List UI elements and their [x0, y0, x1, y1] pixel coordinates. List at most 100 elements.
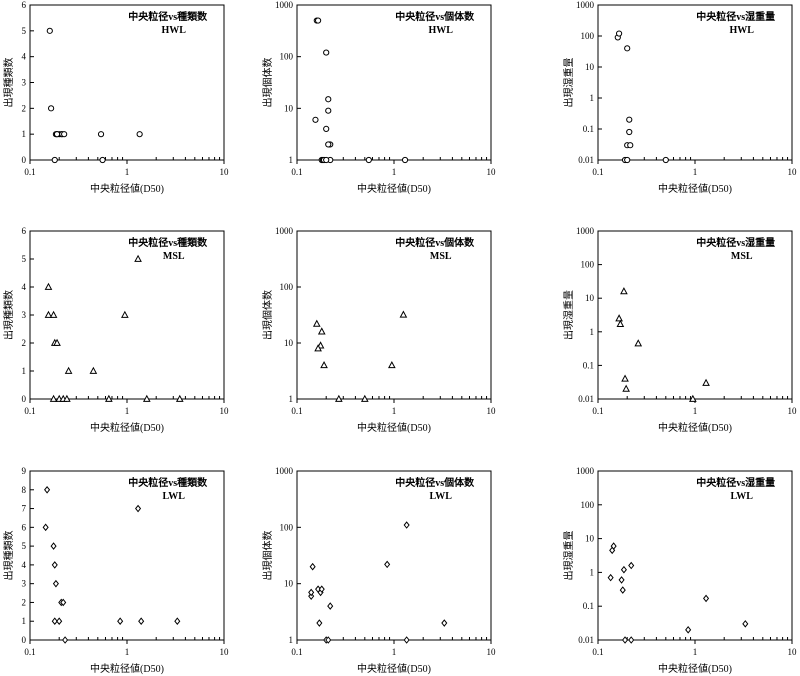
chart-5-y-tick-label: 100 — [280, 282, 294, 292]
chart-3-point — [624, 156, 631, 164]
chart-5-y-tick-label: 1 — [289, 394, 294, 404]
chart-9-y-tick-label: 10 — [585, 534, 595, 544]
chart-5-y-tick-label: 10 — [284, 338, 294, 348]
chart-9-point — [685, 626, 692, 634]
chart-5-subtitle: MSL — [430, 251, 452, 262]
chart-8-y-tick-label: 1000 — [275, 466, 294, 476]
chart-3-point — [615, 30, 623, 37]
chart-1-y-tick-label: 2 — [22, 103, 27, 113]
chart-1-point — [136, 131, 143, 138]
chart-6-point — [702, 378, 710, 386]
chart-2-point — [323, 156, 330, 164]
chart-8-point — [327, 602, 334, 610]
chart-5: 0.1 1 10 1 10 100 1000 中央粒径値(D50) 出現個体数 中央粒径vs個体数… — [261, 226, 496, 434]
chart-9-title: 中央粒径vs湿重量 — [696, 476, 775, 489]
chart-8-y-tick-label: 100 — [280, 522, 294, 532]
chart-3-point — [624, 45, 631, 52]
chart-4-y-axis-title: 出現種類数 — [2, 290, 15, 340]
chart-6-x-tick-label: 0.1 — [592, 406, 603, 416]
chart-8-point — [316, 619, 323, 627]
chart-9-point — [621, 636, 629, 644]
chart-1-y-tick-label: 5 — [22, 26, 27, 36]
chart-7-y-tick-label: 2 — [22, 597, 27, 607]
chart-8-x-tick-label: 10 — [487, 647, 497, 657]
chart-9-y-tick-label: 0.1 — [583, 601, 594, 611]
chart-9-point — [628, 561, 635, 570]
chart-7-y-axis-title: 出現種類数 — [2, 531, 15, 581]
chart-9-y-tick-label: 1 — [590, 567, 595, 577]
chart-5-x-tick-label: 0.1 — [291, 406, 302, 416]
chart-4-point — [121, 310, 129, 318]
chart-7-y-tick-label: 3 — [22, 579, 27, 589]
chart-7-y-tick-label: 1 — [22, 616, 27, 626]
chart-3-point — [662, 156, 669, 164]
chart-1-subtitle: HWL — [162, 25, 187, 36]
chart-5-point — [320, 361, 328, 369]
chart-7-x-tick-label: 1 — [125, 647, 130, 657]
chart-3-y-tick-label: 10 — [585, 62, 595, 72]
chart-9-point — [610, 542, 617, 550]
chart-9-x-tick-label: 10 — [788, 647, 798, 657]
chart-1-point — [53, 131, 61, 138]
chart-2-x-axis-title: 中央粒径値(D50) — [357, 182, 431, 195]
chart-5-title: 中央粒径vs個体数 — [395, 236, 475, 249]
chart-4-y-tick-label: 0 — [22, 394, 27, 404]
chart-9-x-axis-title: 中央粒径値(D50) — [658, 662, 732, 675]
chart-3-point — [626, 128, 633, 136]
chart-2-y-tick-label: 10 — [284, 103, 294, 113]
chart-1-y-tick-label: 3 — [22, 78, 27, 88]
chart-3-y-axis-title: 出現湿重量 — [562, 58, 575, 108]
chart-9-point — [607, 573, 614, 582]
chart-4-point — [63, 394, 71, 402]
chart-8-title: 中央粒径vs個体数 — [395, 476, 475, 489]
chart-7-point — [52, 579, 59, 588]
chart-2: 0.1 1 10 1 10 100 1000 中央粒径値(D50) 出現個体数 中央粒径vs個体数… — [261, 0, 496, 195]
chart-6-point — [621, 374, 629, 382]
chart-7-point — [138, 617, 145, 626]
chart-7-point — [50, 542, 57, 550]
chart-5-x-axis-title: 中央粒径値(D50) — [357, 421, 431, 434]
chart-3-x-tick-label: 10 — [788, 167, 798, 177]
chart-8-point — [309, 562, 316, 571]
chart-6-x-axis-title: 中央粒径値(D50) — [658, 421, 732, 434]
chart-8-point — [308, 588, 315, 597]
chart-6-y-tick-label: 1 — [590, 327, 595, 337]
chart-8-point — [384, 560, 391, 569]
chart-2-y-axis-title: 出現個体数 — [261, 58, 274, 108]
chart-6-point — [620, 287, 628, 295]
chart-3-subtitle: HWL — [730, 25, 755, 36]
chart-1-point — [61, 131, 68, 138]
chart-7-point — [135, 504, 142, 513]
chart-1-point — [97, 131, 105, 138]
chart-4-point — [44, 310, 53, 318]
chart-4-point — [49, 394, 58, 402]
chart-7-x-tick-label: 10 — [220, 647, 230, 657]
chart-9-y-tick-label: 100 — [581, 500, 595, 510]
chart-6-y-tick-label: 0.1 — [583, 360, 594, 370]
chart-3-title: 中央粒径vs湿重量 — [696, 10, 775, 23]
chart-9-point — [619, 586, 626, 594]
chart-4-point — [64, 366, 73, 374]
chart-2-point — [312, 116, 319, 123]
chart-1: 0.1 1 10 0 1 2 3 4 5 6 中央粒径値(D50) 出現種類数 中央粒径vs種類数 HWL — [2, 0, 229, 195]
chart-5-x-tick-label: 10 — [487, 406, 497, 416]
chart-6-y-tick-label: 0.01 — [578, 394, 594, 404]
chart-3-plot-frame — [597, 4, 793, 161]
chart-9-plot-frame — [597, 470, 793, 641]
chart-7-point — [56, 617, 63, 626]
chart-8-y-axis-title: 出現個体数 — [261, 531, 274, 581]
chart-9-point — [703, 594, 710, 603]
chart-2-x-tick-label: 1 — [392, 167, 397, 177]
chart-1-x-tick-label: 1 — [125, 167, 130, 177]
chart-6-y-tick-label: 10 — [585, 293, 595, 303]
chart-4-y-tick-label: 1 — [22, 366, 27, 376]
chart-6-plot-frame — [597, 230, 793, 400]
chart-7-x-axis-title: 中央粒径値(D50) — [90, 662, 164, 675]
chart-1-title: 中央粒径vs種類数 — [128, 10, 208, 23]
chart-1-y-tick-label: 0 — [22, 155, 27, 165]
chart-6-y-axis-title: 出現湿重量 — [562, 290, 575, 340]
chart-7-y-tick-label: 0 — [22, 635, 27, 645]
chart-8-plot-frame — [296, 470, 492, 641]
chart-6-x-tick-label: 10 — [788, 406, 798, 416]
chart-8-x-tick-label: 1 — [392, 647, 397, 657]
